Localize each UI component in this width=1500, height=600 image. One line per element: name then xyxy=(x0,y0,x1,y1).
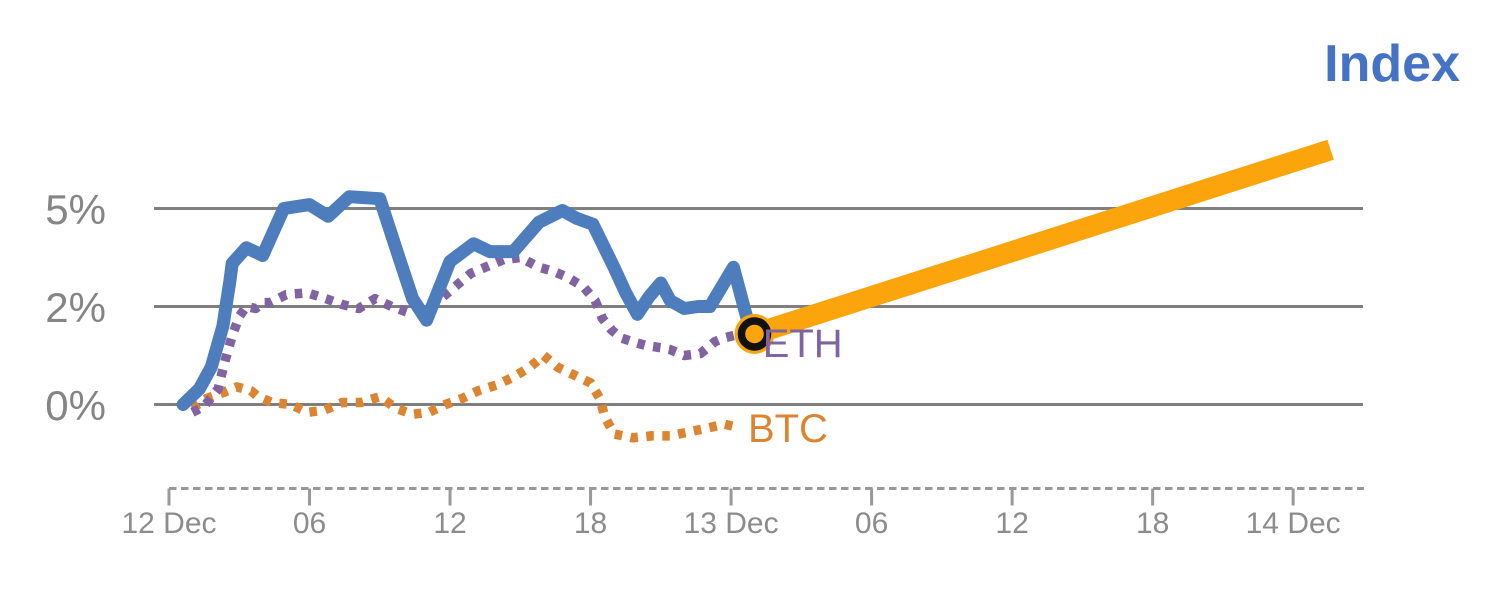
current-value-marker xyxy=(737,317,772,351)
x-tick-label-06: 06 xyxy=(855,507,888,540)
x-tick-label-12 Dec: 12 Dec xyxy=(121,507,216,540)
index-projection-line xyxy=(751,139,1334,344)
x-tick-label-13 Dec: 13 Dec xyxy=(684,507,779,540)
x-tick-label-12: 12 xyxy=(995,507,1028,540)
x-tick-label-18: 18 xyxy=(574,507,607,540)
x-tick-label-14 Dec: 14 Dec xyxy=(1246,507,1341,540)
btc-line xyxy=(189,350,742,443)
x-tick-label-12: 12 xyxy=(433,507,466,540)
chart-title: Index xyxy=(1324,35,1460,93)
y-tick-label-0%: 0% xyxy=(45,382,106,429)
series-label-btc: BTC xyxy=(748,407,828,451)
x-tick-label-18: 18 xyxy=(1136,507,1169,540)
eth-line xyxy=(190,252,742,417)
y-tick-label-5%: 5% xyxy=(45,186,106,233)
y-tick-label-2%: 2% xyxy=(45,284,106,331)
x-tick-label-06: 06 xyxy=(293,507,326,540)
series-label-eth: ETH xyxy=(763,322,843,366)
index-line xyxy=(176,190,761,411)
